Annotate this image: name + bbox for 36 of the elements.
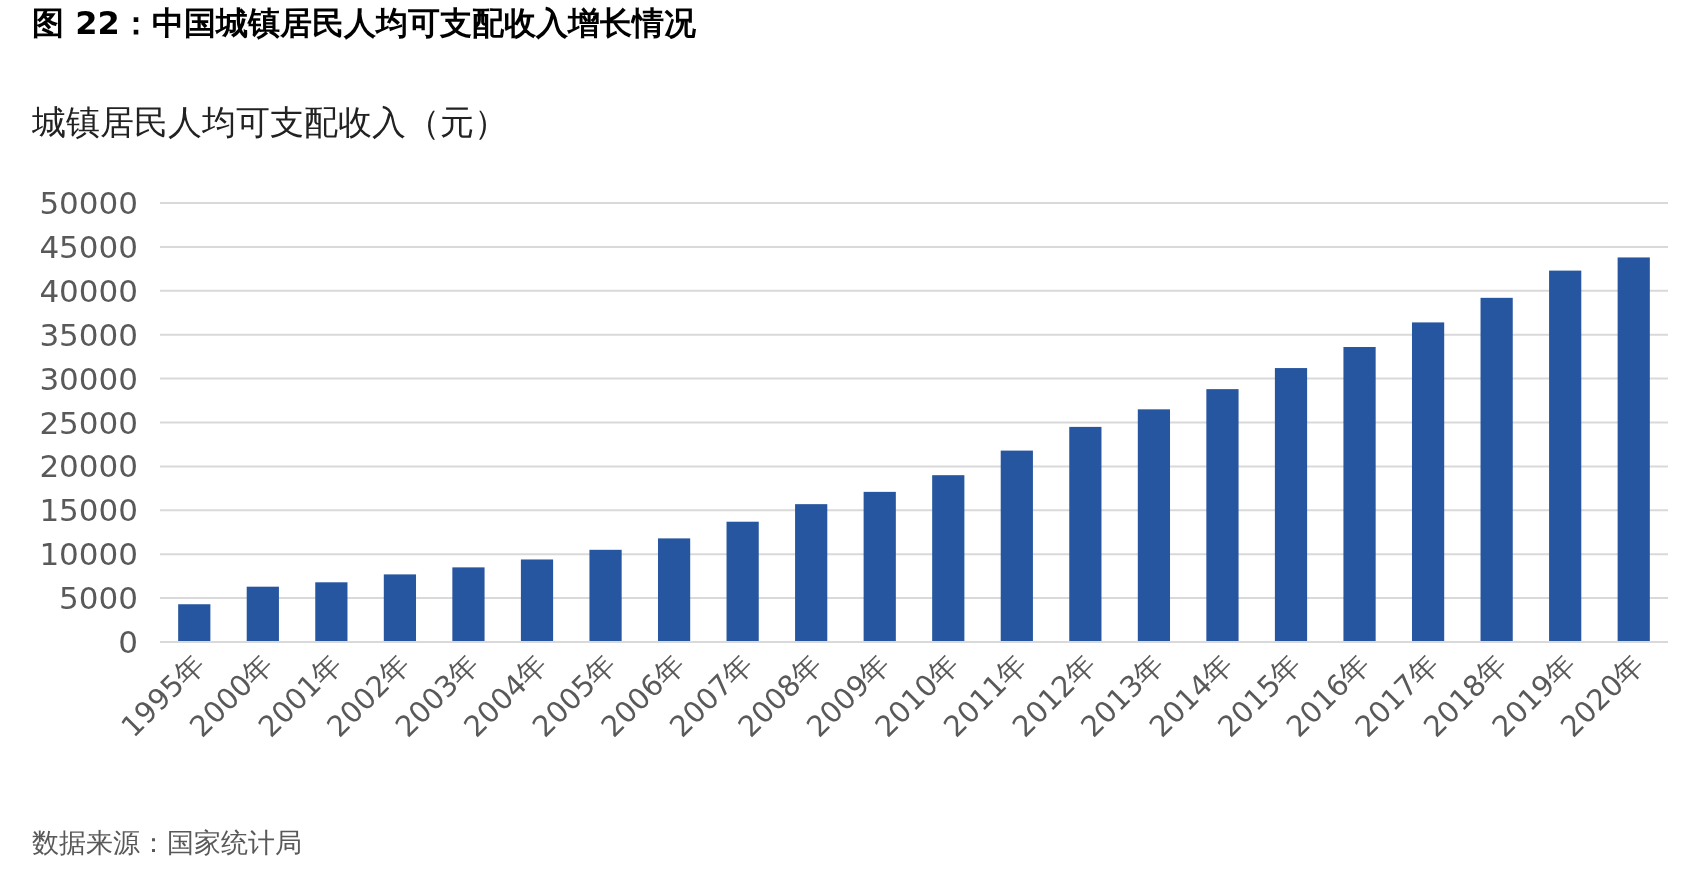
- y-tick-label: 40000: [39, 272, 138, 309]
- bar: [657, 538, 691, 642]
- bar: [1274, 368, 1308, 642]
- y-tick-label: 20000: [39, 448, 138, 485]
- bar: [726, 521, 759, 642]
- bar: [863, 491, 896, 642]
- y-tick-label: 5000: [59, 580, 138, 617]
- bar: [1000, 450, 1033, 642]
- bar: [452, 567, 485, 642]
- y-tick-label: 10000: [39, 536, 138, 573]
- y-tick-label: 0: [118, 624, 138, 660]
- y-tick-label: 50000: [39, 185, 138, 221]
- chart-title: 图 22：中国城镇居民人均可支配收入增长情况: [32, 4, 697, 42]
- bar: [1137, 409, 1171, 642]
- bar: [1549, 270, 1582, 642]
- bar: [383, 574, 417, 642]
- bar: [932, 475, 965, 642]
- bar: [1206, 389, 1239, 642]
- bar: [1343, 346, 1376, 642]
- bar: [1617, 257, 1650, 642]
- bar: [315, 582, 348, 642]
- bar: [1069, 426, 1102, 642]
- bar: [178, 604, 211, 642]
- bar: [589, 549, 622, 642]
- bar: [520, 559, 554, 642]
- y-tick-label: 30000: [39, 360, 138, 397]
- bar: [795, 504, 828, 642]
- bar: [1411, 322, 1445, 642]
- y-axis-title: 城镇居民人均可支配收入（元）: [31, 102, 508, 142]
- y-tick-label: 45000: [39, 228, 138, 265]
- y-tick-label: 25000: [39, 404, 138, 441]
- y-tick-label: 15000: [39, 492, 138, 529]
- source-note: 数据来源：国家统计局: [32, 827, 302, 858]
- bar: [1480, 297, 1513, 642]
- bar: [246, 586, 279, 642]
- y-tick-label: 35000: [39, 316, 138, 353]
